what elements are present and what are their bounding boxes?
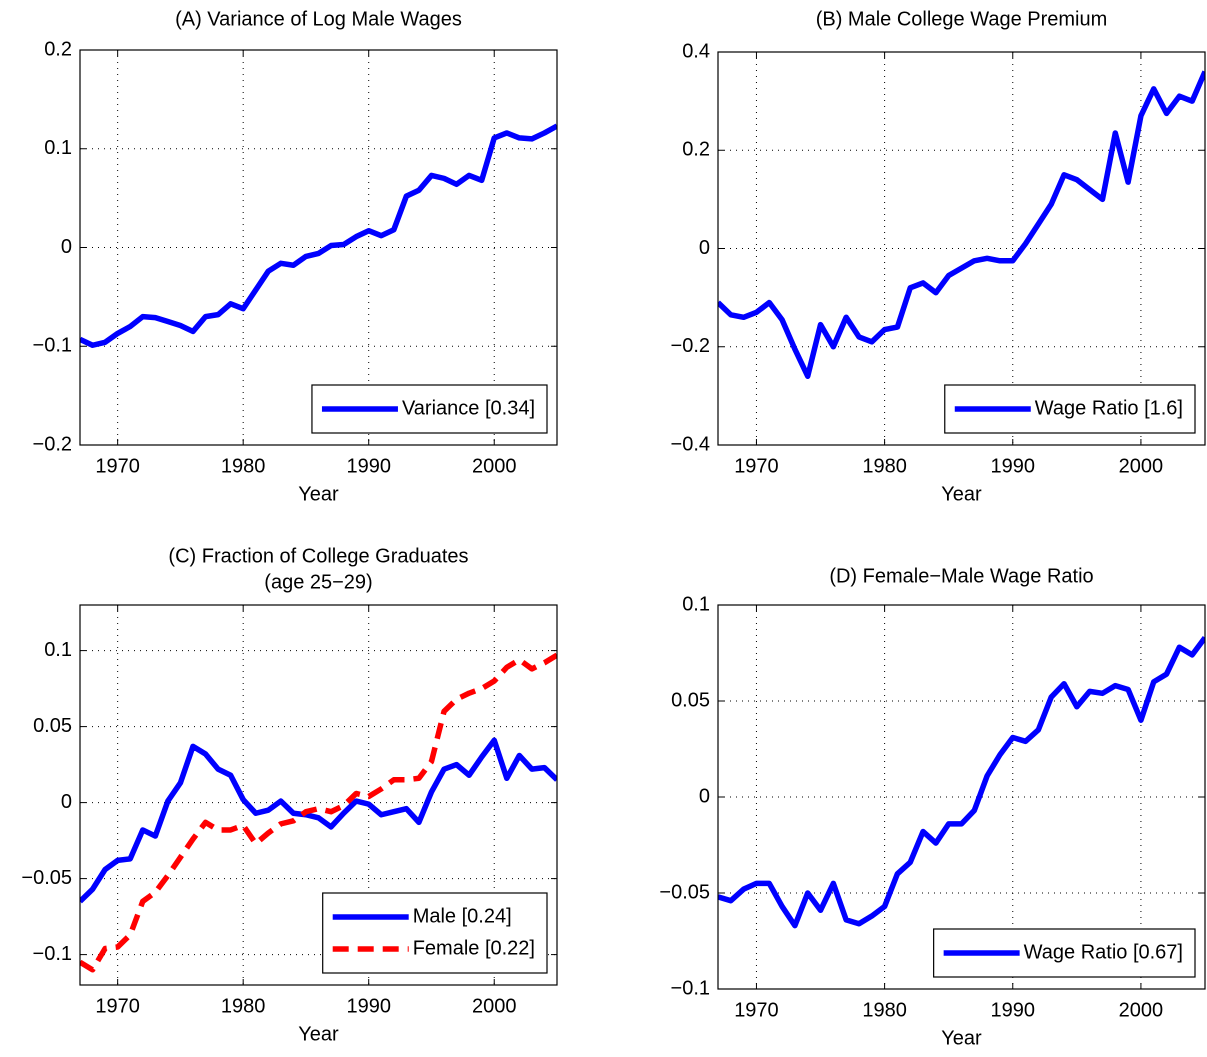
legend-label: Male [0.24] (413, 905, 512, 927)
legend-label: Variance [0.34] (402, 397, 535, 419)
x-tick-label: 1980 (221, 455, 266, 477)
y-tick-label: −0.1 (671, 977, 710, 999)
x-tick-label: 1980 (862, 999, 907, 1021)
y-tick-label: 0.2 (682, 139, 710, 161)
y-tick-label: 0 (699, 785, 710, 807)
x-axis-label: Year (298, 483, 339, 505)
y-tick-label: −0.05 (21, 867, 72, 889)
chart-title: (A) Variance of Log Male Wages (175, 8, 462, 30)
y-tick-label: −0.4 (671, 433, 710, 455)
y-tick-label: 0.2 (44, 38, 72, 60)
data-line (718, 70, 1205, 379)
axes-box (717, 51, 1206, 446)
chart-title: (D) Female−Male Wage Ratio (829, 565, 1093, 587)
x-tick-label: 1980 (862, 455, 907, 477)
x-tick-label: 1990 (991, 999, 1036, 1021)
x-tick-label: 1990 (346, 995, 391, 1017)
x-axis-label: Year (941, 483, 982, 505)
x-tick-label: 2000 (472, 995, 517, 1017)
legend-box (322, 892, 548, 974)
x-tick-label: 2000 (1119, 999, 1164, 1021)
data-line (80, 652, 557, 973)
x-tick-label: 1970 (95, 455, 140, 477)
legend-label: Female [0.22] (413, 937, 535, 959)
axes-box (79, 604, 558, 986)
y-tick-label: −0.1 (33, 335, 72, 357)
y-tick-label: −0.2 (33, 433, 72, 455)
legend-label: Wage Ratio [1.6] (1035, 397, 1183, 419)
axes-box (79, 49, 558, 446)
y-tick-label: 0 (61, 236, 72, 258)
legend: Wage Ratio [0.67] (933, 928, 1196, 978)
legend-label: Wage Ratio [0.67] (1024, 941, 1183, 963)
data-line (80, 123, 557, 349)
y-tick-label: 0.1 (682, 593, 710, 615)
chart-title: (C) Fraction of College Graduates (168, 545, 468, 567)
x-tick-label: 1980 (221, 995, 266, 1017)
y-tick-label: −0.05 (659, 881, 710, 903)
chart-subtitle: (age 25−29) (264, 571, 372, 593)
y-tick-label: 0.05 (33, 715, 72, 737)
y-tick-label: 0 (699, 237, 710, 259)
y-tick-label: −0.2 (671, 335, 710, 357)
x-axis-label: Year (941, 1027, 982, 1049)
axes-box (717, 604, 1206, 990)
x-tick-label: 2000 (472, 455, 517, 477)
x-tick-label: 1970 (95, 995, 140, 1017)
x-tick-label: 1990 (991, 455, 1036, 477)
chart-title: (B) Male College Wage Premium (816, 8, 1108, 30)
y-tick-label: 0.1 (44, 137, 72, 159)
y-tick-label: 0.4 (682, 40, 710, 62)
x-axis-label: Year (298, 1023, 339, 1045)
legend: Male [0.24] Female [0.22] (322, 892, 548, 974)
x-tick-label: 1990 (346, 455, 391, 477)
y-tick-label: 0.1 (44, 639, 72, 661)
y-tick-label: 0.05 (671, 689, 710, 711)
x-tick-label: 2000 (1119, 455, 1164, 477)
x-tick-label: 1970 (734, 999, 779, 1021)
x-tick-label: 1970 (734, 455, 779, 477)
legend: Wage Ratio [1.6] (944, 384, 1196, 434)
data-line (80, 737, 557, 904)
legend: Variance [0.34] (311, 384, 548, 434)
y-tick-label: −0.1 (33, 943, 72, 965)
data-line (718, 636, 1205, 929)
y-tick-label: 0 (61, 791, 72, 813)
